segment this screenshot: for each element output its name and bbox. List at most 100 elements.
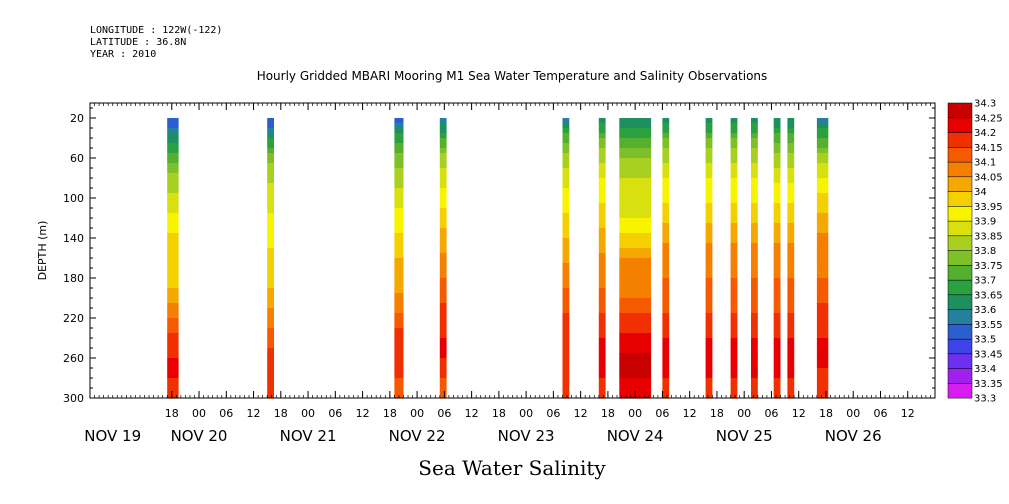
salinity-cell <box>816 193 829 199</box>
salinity-cell <box>619 308 652 314</box>
salinity-cell <box>773 168 781 174</box>
salinity-cell <box>167 163 179 169</box>
salinity-cell <box>730 358 738 364</box>
salinity-cell <box>773 178 781 184</box>
salinity-cell <box>167 288 179 294</box>
salinity-cell <box>562 133 570 139</box>
salinity-cell <box>562 318 570 324</box>
colorbar-label: 33.7 <box>974 276 996 287</box>
salinity-cell <box>167 158 179 164</box>
salinity-cell <box>662 368 670 374</box>
salinity-cell <box>619 133 652 139</box>
salinity-cell <box>816 228 829 234</box>
salinity-cell <box>816 218 829 224</box>
salinity-cell <box>439 228 447 234</box>
salinity-cell <box>705 353 713 359</box>
salinity-cell <box>598 293 606 299</box>
salinity-cell <box>394 258 404 264</box>
salinity-cell <box>787 263 795 269</box>
salinity-cell <box>751 293 758 299</box>
x-tick-label: 00 <box>628 407 642 420</box>
salinity-cell <box>562 363 570 369</box>
salinity-cell <box>267 323 274 329</box>
salinity-cell <box>598 363 606 369</box>
salinity-cell <box>562 123 570 129</box>
colorbar-label: 33.8 <box>974 246 996 257</box>
salinity-cell <box>751 158 758 164</box>
x-tick-label: 12 <box>574 407 588 420</box>
colorbar-swatch <box>947 220 973 237</box>
x-tick-label: 18 <box>601 407 615 420</box>
salinity-cell <box>730 388 738 394</box>
salinity-cell <box>751 168 758 174</box>
salinity-cell <box>730 368 738 374</box>
salinity-cell <box>562 138 570 144</box>
salinity-cell <box>439 188 447 194</box>
salinity-cell <box>439 223 447 229</box>
colorbar-swatch <box>947 338 973 355</box>
salinity-cell <box>730 333 738 339</box>
salinity-cell <box>787 328 795 334</box>
salinity-cell <box>267 228 274 234</box>
salinity-cell <box>598 168 606 174</box>
salinity-cell <box>167 228 179 234</box>
salinity-cell <box>730 363 738 369</box>
salinity-cell <box>439 168 447 174</box>
salinity-cell <box>662 258 670 264</box>
salinity-cell <box>705 153 713 159</box>
salinity-cell <box>816 188 829 194</box>
salinity-cell <box>598 173 606 179</box>
colorbar-swatch <box>947 309 973 325</box>
salinity-cell <box>730 168 738 174</box>
salinity-cell <box>267 348 274 354</box>
salinity-cell <box>662 313 670 319</box>
salinity-cell <box>816 118 829 124</box>
salinity-cell <box>619 328 652 334</box>
salinity-cell <box>439 383 447 389</box>
salinity-cell <box>816 338 829 344</box>
salinity-cell <box>705 133 713 139</box>
salinity-cell <box>598 313 606 319</box>
salinity-cell <box>730 198 738 204</box>
salinity-cell <box>562 153 570 159</box>
salinity-cell <box>816 203 829 209</box>
salinity-cell <box>787 168 795 174</box>
salinity-cell <box>167 193 179 199</box>
colorbar-label: 33.95 <box>974 202 1003 213</box>
salinity-cell <box>562 353 570 359</box>
salinity-cell <box>730 278 738 284</box>
salinity-cell <box>751 333 758 339</box>
salinity-cell <box>562 338 570 344</box>
salinity-cell <box>751 363 758 369</box>
salinity-cell <box>705 158 713 164</box>
salinity-cell <box>773 118 781 124</box>
salinity-cell <box>267 263 274 269</box>
salinity-cell <box>167 318 179 324</box>
salinity-cell <box>787 153 795 159</box>
salinity-cell <box>394 213 404 219</box>
salinity-cell <box>787 343 795 349</box>
salinity-cell <box>705 318 713 324</box>
plot-frame <box>89 102 936 399</box>
salinity-cell <box>773 248 781 254</box>
salinity-cell <box>167 218 179 224</box>
salinity-cell <box>619 318 652 324</box>
salinity-cell <box>662 133 670 139</box>
salinity-cell <box>773 203 781 209</box>
salinity-cell <box>751 313 758 319</box>
salinity-cell <box>267 328 274 334</box>
colorbar-swatch <box>947 191 973 207</box>
salinity-cell <box>439 393 447 399</box>
y-tick-label: 60 <box>70 152 84 165</box>
salinity-cell <box>619 363 652 369</box>
salinity-cell <box>394 128 404 134</box>
salinity-cell <box>773 153 781 159</box>
salinity-cell <box>751 283 758 289</box>
salinity-cell <box>562 238 570 244</box>
salinity-cell <box>619 183 652 189</box>
salinity-cell <box>662 338 670 344</box>
salinity-cell <box>730 393 738 399</box>
salinity-cell <box>619 168 652 174</box>
salinity-cell <box>662 378 670 384</box>
salinity-cell <box>662 238 670 244</box>
